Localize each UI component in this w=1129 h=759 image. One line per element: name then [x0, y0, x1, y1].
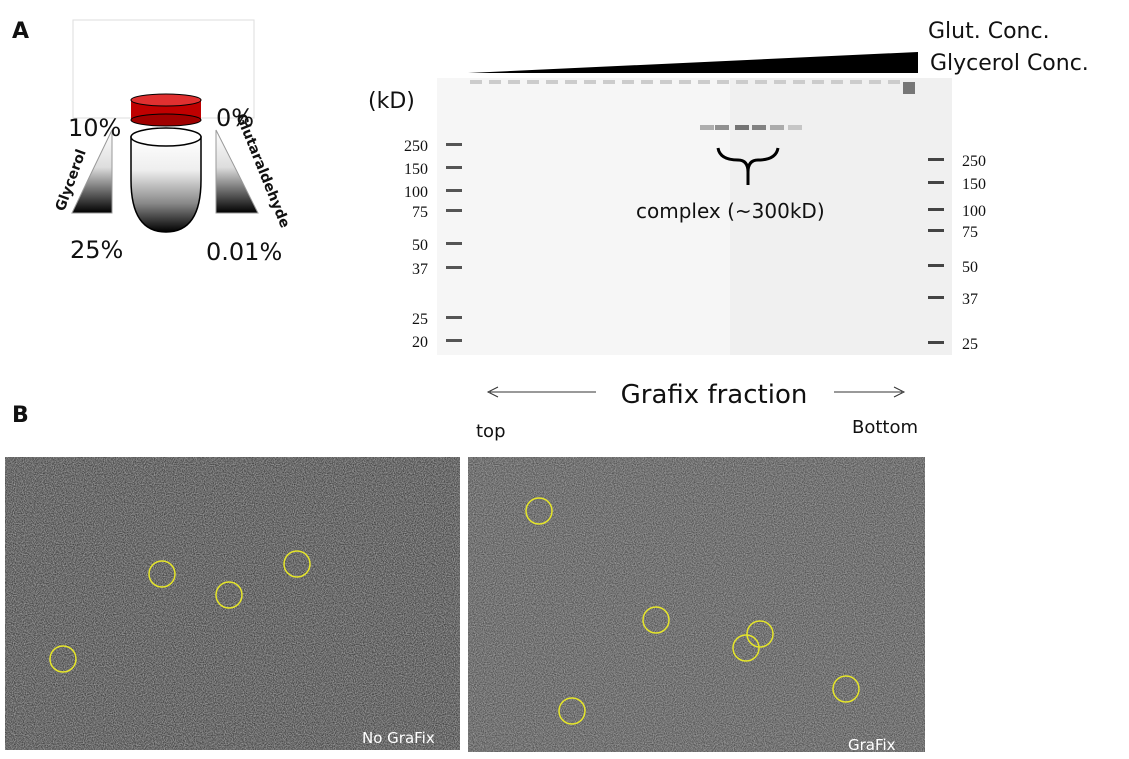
caption: GraFix	[848, 736, 896, 754]
well	[622, 80, 634, 84]
well-aggregate	[903, 82, 915, 94]
ladder-band	[928, 296, 944, 299]
marker-label: 150	[962, 176, 986, 193]
marker-label: 50	[962, 259, 978, 276]
well	[698, 80, 710, 84]
well	[584, 80, 596, 84]
marker-label: 150	[404, 161, 428, 178]
tube-rim	[130, 127, 202, 147]
marker-label: 75	[962, 224, 978, 241]
marker-label: 50	[412, 237, 428, 254]
glycerol-conc: Glycerol Conc.	[930, 51, 1089, 76]
particle-circles	[49, 497, 860, 725]
red-layer-top	[130, 93, 202, 107]
well	[736, 80, 748, 84]
complex-band	[770, 125, 784, 130]
marker-label: 25	[962, 336, 978, 353]
marker-label: 100	[404, 184, 428, 201]
well	[793, 80, 805, 84]
marker-label: 20	[412, 334, 428, 351]
ladder-band	[446, 189, 462, 192]
well	[660, 80, 672, 84]
unit: (kD)	[368, 89, 415, 114]
well	[603, 80, 615, 84]
complex-band	[788, 125, 802, 130]
well	[755, 80, 767, 84]
well	[888, 80, 900, 84]
marker-label: 37	[962, 291, 978, 308]
ladder-band	[446, 209, 462, 212]
glut-conc: Glut. Conc.	[928, 19, 1050, 44]
complex-band	[715, 125, 729, 130]
marker-label: 25	[412, 311, 428, 328]
complex-band	[752, 125, 766, 130]
axis-label: Grafix fraction	[621, 380, 808, 410]
ladder-band	[446, 143, 462, 146]
red-layer-bottom	[130, 113, 202, 127]
well	[831, 80, 843, 84]
ladder-band	[446, 266, 462, 269]
ladder-band	[928, 181, 944, 184]
concentration-wedge	[468, 52, 918, 73]
well	[774, 80, 786, 84]
brace	[716, 147, 780, 185]
tube	[130, 136, 202, 233]
panel-label: B	[12, 403, 29, 428]
ladder-band	[928, 341, 944, 344]
marker-label: 75	[412, 204, 428, 221]
glut-top: 0%	[216, 104, 254, 132]
glycerol-top: 10%	[68, 114, 121, 142]
well	[527, 80, 539, 84]
panel-label: A	[12, 19, 29, 44]
glycerol-bottom: 25%	[70, 236, 123, 264]
well	[470, 80, 482, 84]
em-noise	[5, 457, 460, 750]
glut-bottom: 0.01%	[206, 238, 282, 266]
ladder-band	[928, 158, 944, 161]
well	[546, 80, 558, 84]
gel-right	[730, 78, 952, 355]
marker-label: 100	[962, 203, 986, 220]
complex-band	[700, 125, 714, 130]
well	[717, 80, 729, 84]
em-noise	[468, 457, 925, 752]
right-end: Bottom	[852, 417, 918, 438]
ladder-band	[446, 316, 462, 319]
well	[489, 80, 501, 84]
caption: No GraFix	[362, 729, 435, 747]
well	[641, 80, 653, 84]
left-end: top	[476, 421, 506, 442]
ladder-band	[446, 166, 462, 169]
complex-band	[735, 125, 749, 130]
ladder-band	[928, 208, 944, 211]
arrow-head	[893, 386, 906, 398]
marker-label: 37	[412, 261, 428, 278]
marker-label: 250	[404, 138, 428, 155]
ladder-band	[928, 229, 944, 232]
glycerol-wedge	[71, 129, 113, 214]
ladder-band	[446, 242, 462, 245]
well	[565, 80, 577, 84]
well	[679, 80, 691, 84]
well	[850, 80, 862, 84]
well	[869, 80, 881, 84]
glut-wedge	[215, 129, 259, 214]
marker-label: 250	[962, 153, 986, 170]
arrow-head	[486, 386, 499, 398]
bands	[446, 80, 944, 344]
well	[508, 80, 520, 84]
annotation: complex (~300kD)	[636, 199, 825, 223]
ladder-band	[928, 264, 944, 267]
ladder-band	[446, 339, 462, 342]
well	[812, 80, 824, 84]
